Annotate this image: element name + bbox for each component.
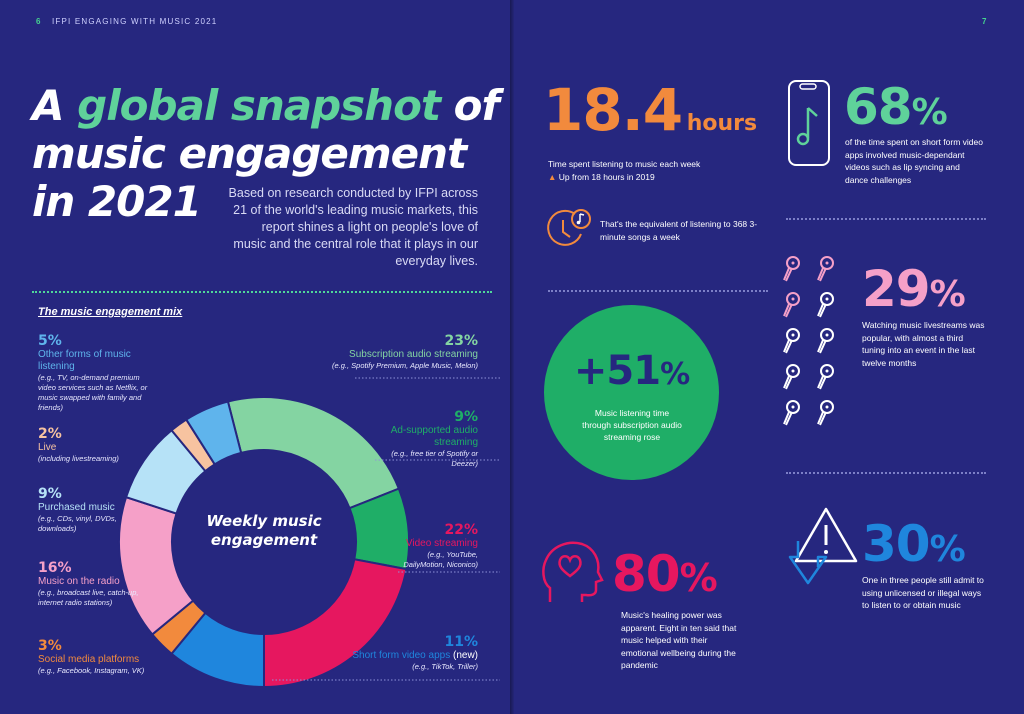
stat-livestream-desc: Watching music livestreams was popular, … <box>862 320 985 368</box>
right-divider-1 <box>548 290 768 292</box>
mix-heading: The music engagement mix <box>38 306 183 318</box>
mix-item-short-form: 11% Short form video apps (new) (e.g., T… <box>318 634 478 672</box>
phone-music-icon <box>788 80 830 166</box>
mix-item-label: Short form video apps (new) <box>352 650 478 661</box>
page-gutter <box>510 0 514 714</box>
headline-highlight: global snapshot <box>77 81 441 130</box>
stat-subscription-circle <box>544 305 719 480</box>
head-heart-icon <box>542 541 604 602</box>
mix-item-note: (e.g., TV, on-demand premium video servi… <box>38 373 148 412</box>
right-divider-2 <box>786 218 986 220</box>
right-divider-3 <box>786 472 986 474</box>
stat-short-form-desc: of the time spent on short form video ap… <box>845 137 983 185</box>
stat-healing-value: 80 <box>612 545 681 603</box>
stat-unlicensed-desc: One in three people still admit to using… <box>862 575 984 610</box>
mix-item-other: 5% Other forms of music listening (e.g.,… <box>38 333 158 413</box>
mix-item-label: Purchased music <box>38 502 115 513</box>
mix-item-note: (e.g., Facebook, Instagram, VK) <box>38 666 145 675</box>
stat-unlicensed: 30% <box>862 515 966 573</box>
stat-livestream: 29% <box>862 260 966 318</box>
headline-line2: music engagement <box>32 129 467 178</box>
microphone-icon <box>783 328 800 354</box>
headline-part2: of <box>453 81 500 130</box>
mix-item-pct: 2% <box>38 426 62 442</box>
microphone-icon <box>817 256 834 282</box>
microphone-icon <box>783 292 800 318</box>
stat-unlicensed-value: 30 <box>862 515 931 573</box>
mix-item-radio: 16% Music on the radio (e.g., broadcast … <box>38 560 148 608</box>
intro-paragraph: Based on research conducted by IFPI acro… <box>228 186 478 268</box>
section-divider <box>32 291 492 293</box>
mix-item-note: (e.g., Spotify Premium, Apple Music, Mel… <box>331 361 478 370</box>
stat-subscription-desc: Music listening time through subscriptio… <box>582 408 682 442</box>
microphone-icon <box>817 328 834 354</box>
mix-item-note: (including livestreaming) <box>38 454 119 463</box>
mix-item-label: Music on the radio <box>38 576 120 587</box>
stat-hours: 18.4 hours <box>543 76 757 144</box>
mix-item-note: (e.g., YouTube, DailyMotion, Niconico) <box>403 550 478 569</box>
microphone-icon <box>783 400 800 426</box>
page-number-right: 7 <box>982 17 988 26</box>
mix-item-pct: 23% <box>444 333 478 349</box>
mix-item-pct: 16% <box>38 560 72 576</box>
mix-item-label: Subscription audio streaming <box>349 349 478 360</box>
mix-item-label: Ad-supported audio streaming <box>390 425 478 448</box>
donut-center-label-1: Weekly music <box>206 512 321 530</box>
donut-hole <box>172 450 356 634</box>
up-arrow-icon: ▲ <box>548 172 557 182</box>
mix-item-note: (e.g., CDs, vinyl, DVDs, downloads) <box>38 514 117 533</box>
stat-healing: 80% <box>612 545 718 603</box>
stat-hours-value: 18.4 <box>543 76 683 144</box>
mix-item-note: (e.g., broadcast live, catch-up, interne… <box>38 588 139 607</box>
stat-hours-change: ▲ Up from 18 hours in 2019 <box>548 172 655 182</box>
mix-item-note: (e.g., free tier of Spotify or Deezer) <box>391 449 478 468</box>
stat-hours-equiv: That's the equivalent of listening to 36… <box>600 219 758 242</box>
microphone-icon <box>817 364 834 390</box>
mix-item-pct: 11% <box>444 634 478 650</box>
mix-item-social: 3% Social media platforms (e.g., Faceboo… <box>38 638 188 676</box>
stat-short-form: 68% <box>844 78 948 136</box>
microphone-icon <box>783 256 800 282</box>
mix-item-label: Video streaming <box>405 538 478 549</box>
mix-item-subscription: 23% Subscription audio streaming (e.g., … <box>318 333 478 371</box>
mix-item-purchased: 9% Purchased music (e.g., CDs, vinyl, DV… <box>38 486 138 534</box>
warning-download-icon <box>788 507 858 585</box>
mix-item-pct: 9% <box>454 409 478 425</box>
stat-livestream-value: 29 <box>862 260 931 318</box>
stat-hours-desc: Time spent listening to music each week <box>548 159 701 169</box>
headline-part1: A <box>32 81 65 130</box>
page-number-left: 6 <box>36 17 42 26</box>
mix-item-pct: 5% <box>38 333 62 349</box>
page-header-left: 6 IFPI ENGAGING WITH MUSIC 2021 <box>36 17 217 26</box>
clock-music-icon <box>547 209 591 246</box>
microphone-icon <box>783 364 800 390</box>
mix-item-label: Live <box>38 442 57 453</box>
engagement-donut-chart: Weekly music engagement <box>118 396 410 689</box>
mix-item-video: 22% Video streaming (e.g., YouTube, Dail… <box>388 522 478 570</box>
stat-subscription: +51% <box>573 348 690 394</box>
microphone-grid <box>783 256 834 426</box>
leader-lines <box>272 377 500 681</box>
headline-line3: in 2021 <box>32 177 202 226</box>
microphone-icon <box>817 292 834 318</box>
stat-subscription-value: +51 <box>573 348 661 394</box>
mix-item-live: 2% Live (including livestreaming) <box>38 426 148 464</box>
donut-center-label-2: engagement <box>211 531 318 549</box>
mix-item-ad-supported: 9% Ad-supported audio streaming (e.g., f… <box>388 409 478 469</box>
publication-title: IFPI ENGAGING WITH MUSIC 2021 <box>51 17 218 26</box>
mix-item-note: (e.g., TikTok, Triller) <box>412 662 478 671</box>
mix-item-pct: 3% <box>38 638 62 654</box>
headline: A global snapshot of music engagement in… <box>32 82 502 226</box>
microphone-icon <box>817 400 834 426</box>
stat-healing-desc: Music's healing power was apparent. Eigh… <box>621 610 737 670</box>
mix-item-label: Other forms of music listening <box>38 349 131 372</box>
mix-item-pct: 9% <box>38 486 62 502</box>
mix-item-label: Social media platforms <box>38 654 140 665</box>
stat-hours-unit: hours <box>686 111 758 136</box>
mix-item-pct: 22% <box>444 522 478 538</box>
stat-short-form-value: 68 <box>844 78 913 136</box>
